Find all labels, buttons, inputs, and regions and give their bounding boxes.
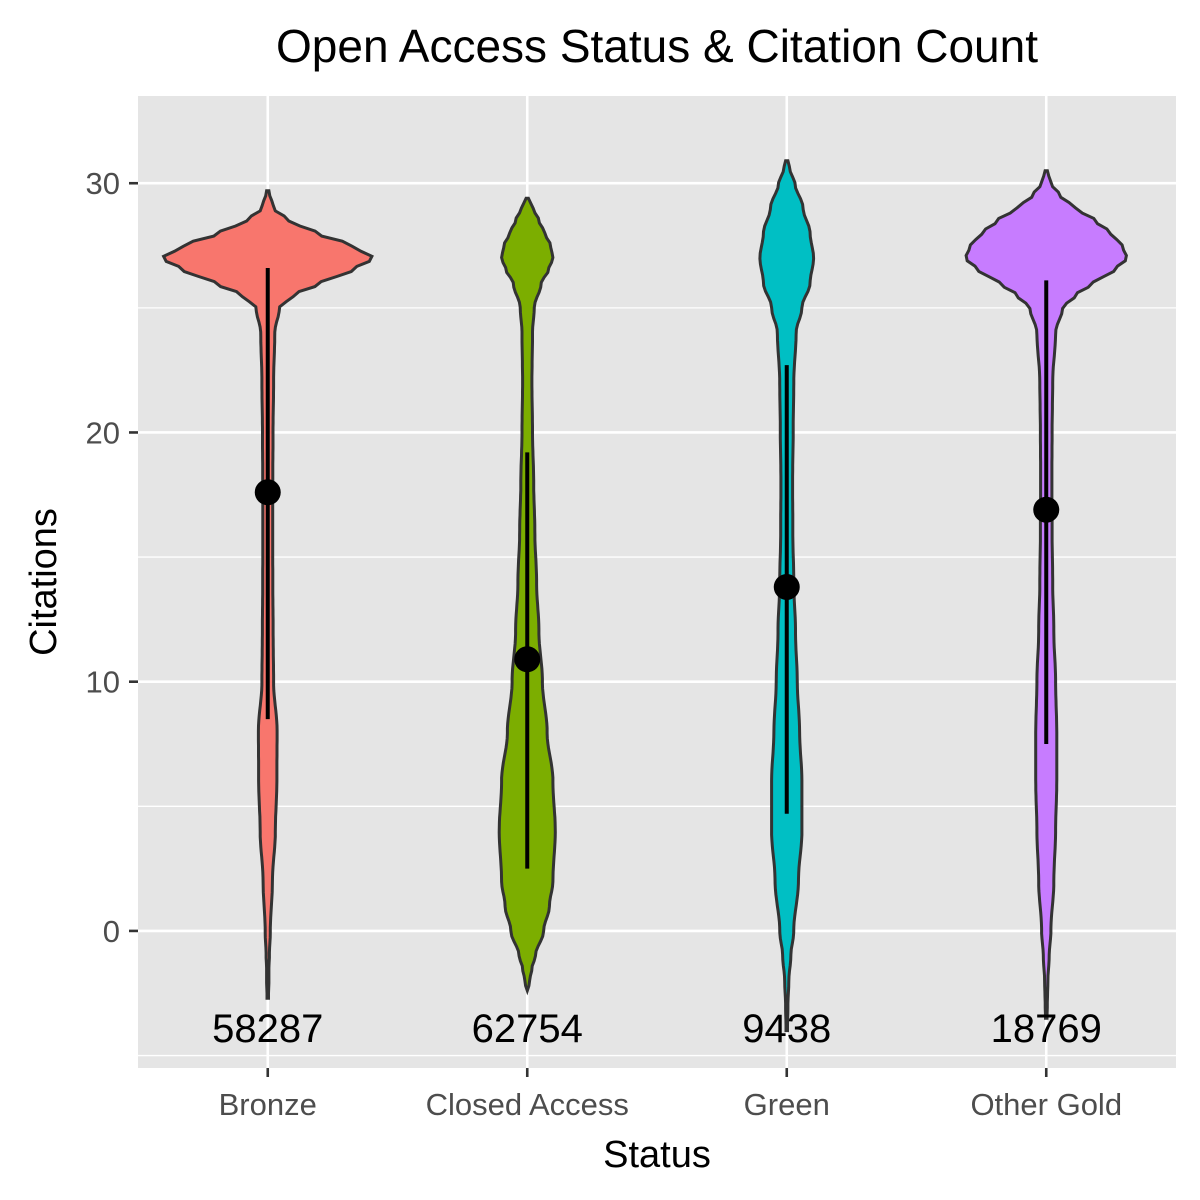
- count-label: 18769: [991, 1007, 1102, 1051]
- count-label: 62754: [472, 1007, 583, 1051]
- x-tick-label: Green: [744, 1087, 830, 1122]
- y-tick-label: 10: [86, 665, 120, 700]
- mean-point: [773, 573, 800, 600]
- x-tick-label: Closed Access: [426, 1087, 629, 1122]
- y-axis-title: Citations: [23, 508, 65, 656]
- mean-point: [514, 646, 541, 673]
- y-tick-label: 20: [86, 415, 120, 450]
- count-labels: 58287 62754 9438 18769: [212, 1007, 1102, 1051]
- summary-stats: [254, 267, 1060, 869]
- chart-title: Open Access Status & Citation Count: [276, 20, 1038, 72]
- x-axis-title: Status: [603, 1134, 711, 1176]
- x-tick-label: Bronze: [219, 1087, 317, 1122]
- mean-point: [254, 479, 281, 506]
- y-axis: 0 10 20 30: [86, 166, 138, 949]
- y-tick-label: 30: [86, 166, 120, 201]
- x-tick-label: Other Gold: [970, 1087, 1122, 1122]
- count-label: 58287: [212, 1007, 323, 1051]
- count-label: 9438: [742, 1007, 831, 1051]
- mean-point: [1033, 496, 1060, 523]
- x-axis: Bronze Closed Access Green Other Gold: [219, 1068, 1122, 1122]
- y-tick-label: 0: [103, 914, 120, 949]
